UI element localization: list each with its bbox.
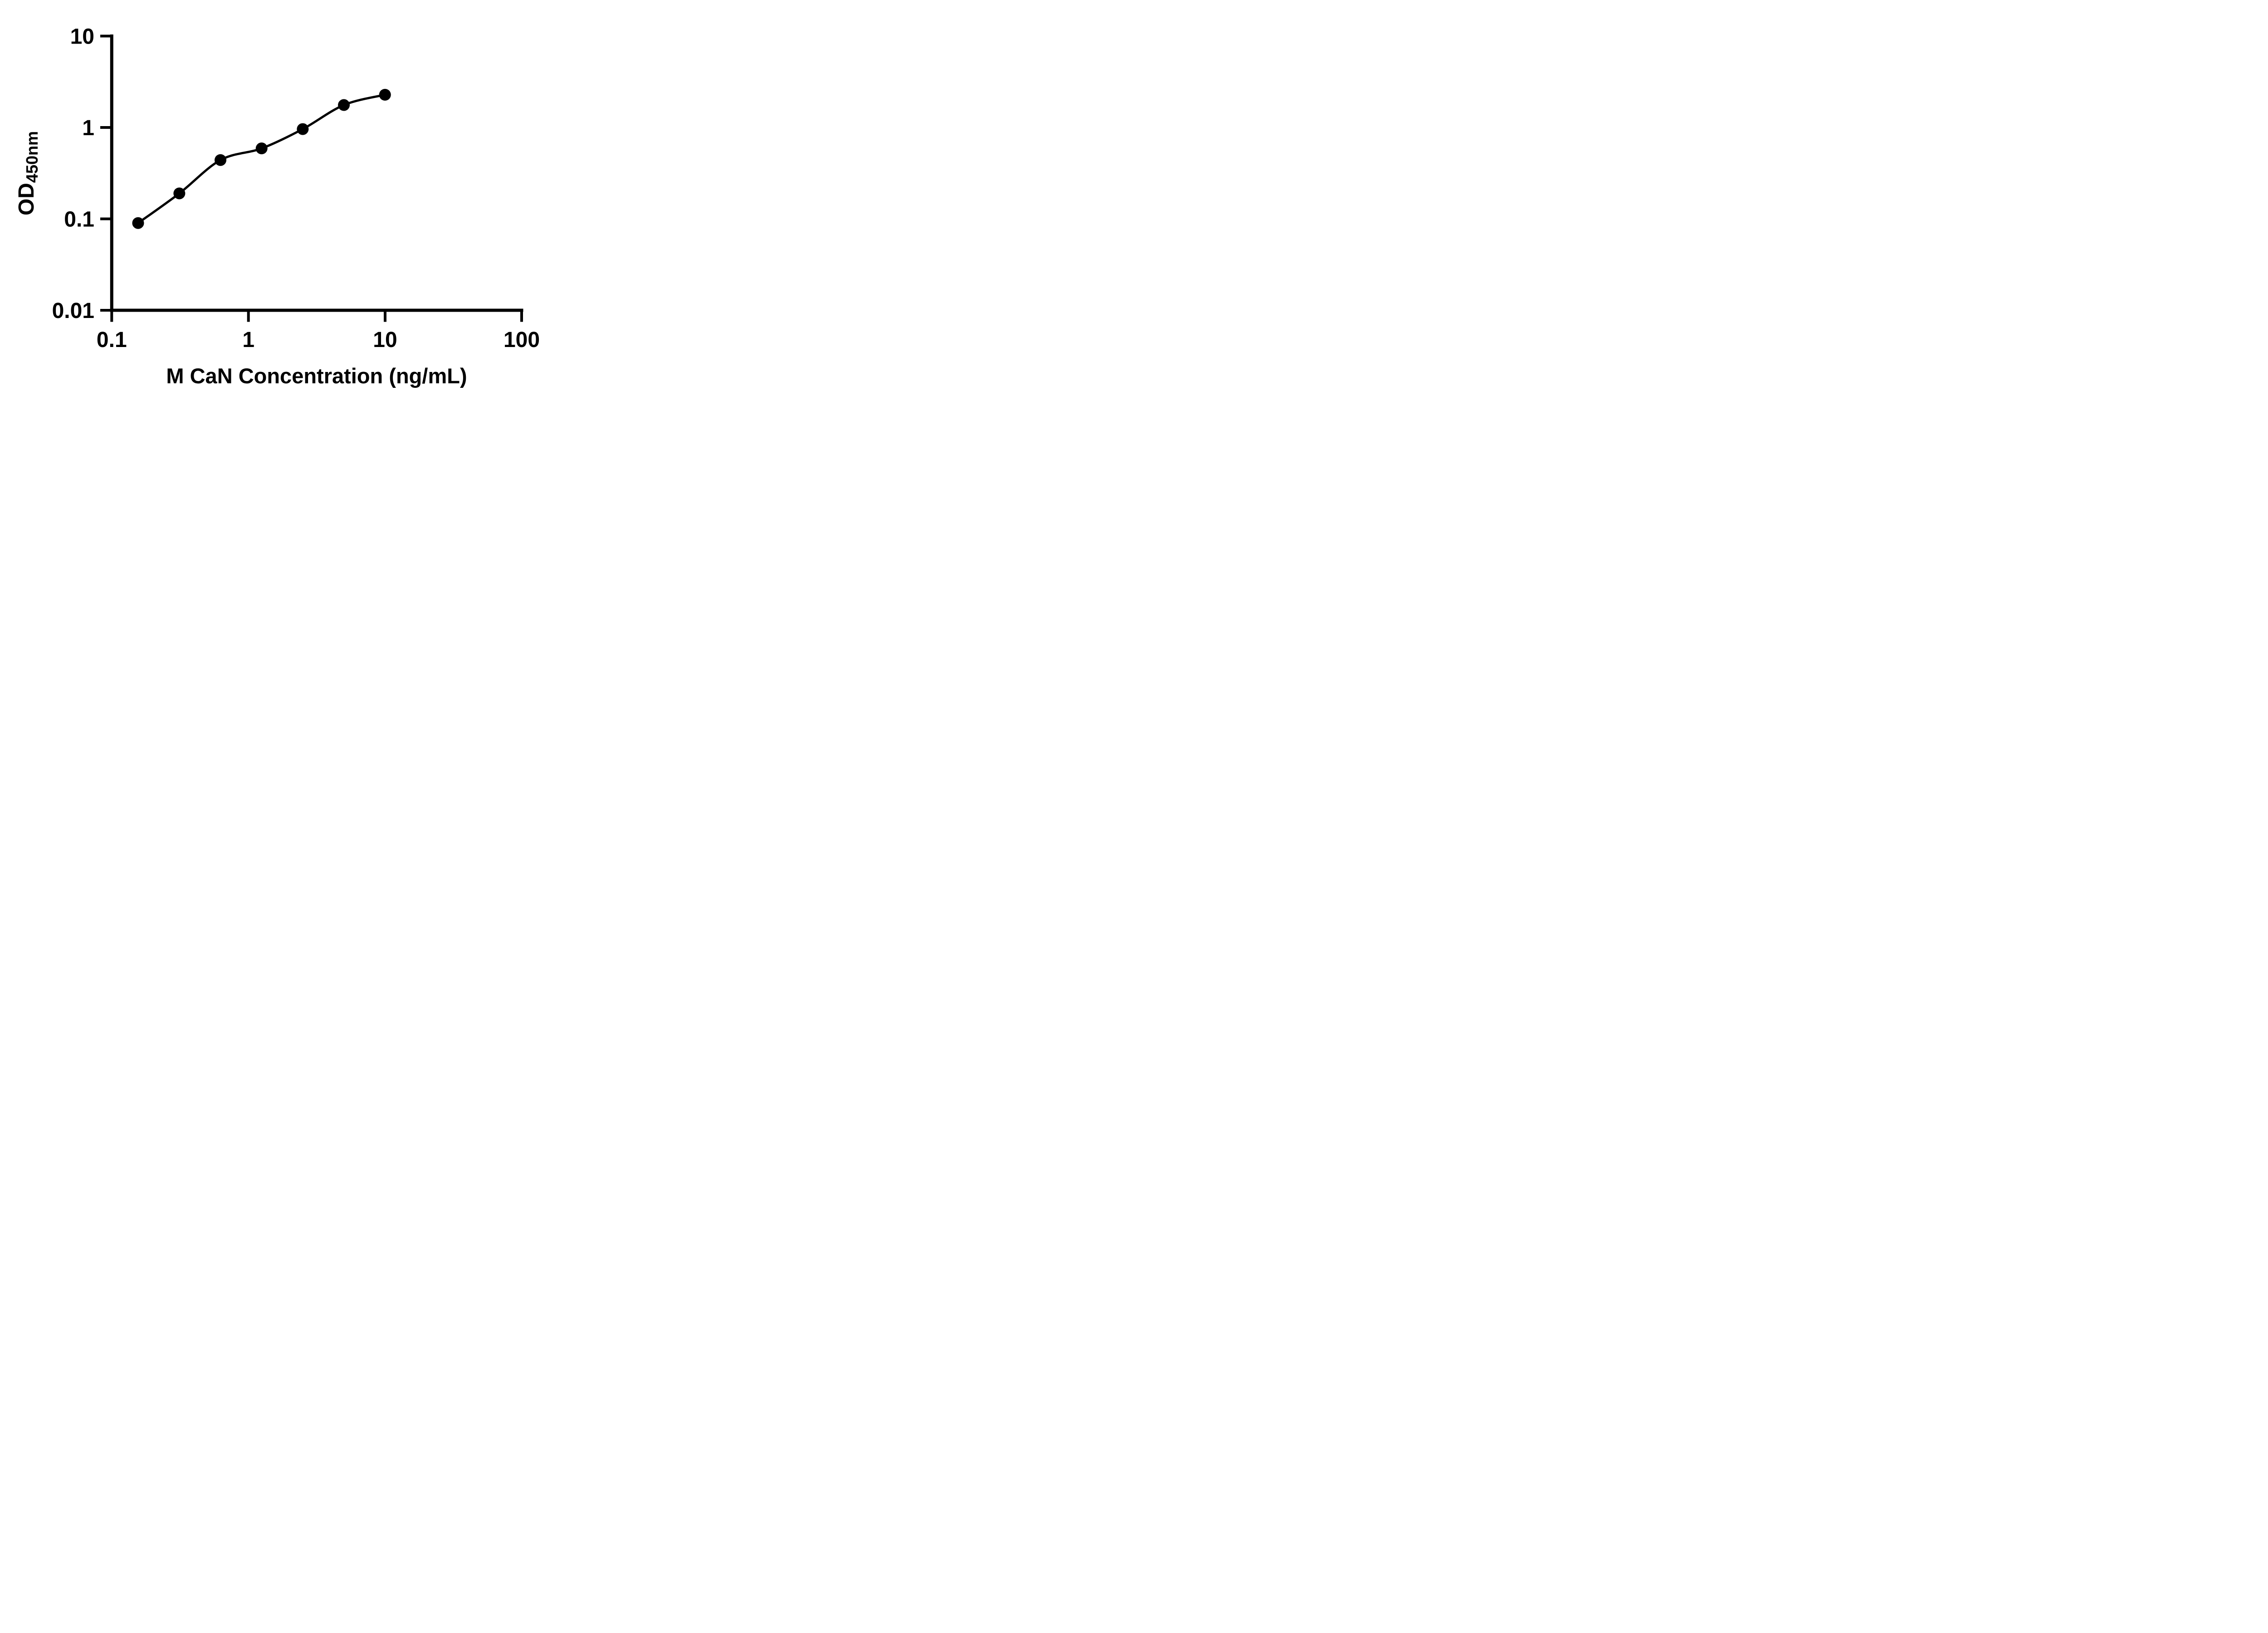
data-series bbox=[132, 88, 391, 229]
plot-svg: 10 1 0.1 0.01 0.1 1 10 100 M CaN Concent… bbox=[15, 24, 540, 388]
y-axis-title-main: OD bbox=[15, 183, 39, 215]
y-tick-label-0.01: 0.01 bbox=[52, 299, 94, 323]
data-point bbox=[379, 88, 391, 101]
y-tick-label-0.1: 0.1 bbox=[64, 207, 94, 231]
data-point bbox=[132, 217, 144, 229]
x-tick-label-0.1: 0.1 bbox=[97, 328, 127, 352]
y-tick-label-10: 10 bbox=[70, 24, 94, 49]
fitted-curve bbox=[137, 93, 386, 224]
x-tick-label-1: 1 bbox=[242, 328, 254, 352]
y-tick-label-1: 1 bbox=[82, 116, 94, 140]
data-point bbox=[255, 142, 268, 155]
elisa-standard-curve-figure: 10 1 0.1 0.01 0.1 1 10 100 M CaN Concent… bbox=[0, 0, 583, 408]
x-tick-labels: 0.1 1 10 100 bbox=[97, 328, 540, 352]
y-axis-title-subscript: 450nm bbox=[23, 131, 41, 183]
data-point bbox=[215, 154, 227, 166]
data-point bbox=[173, 187, 186, 200]
data-point bbox=[338, 99, 350, 111]
x-tick-label-100: 100 bbox=[503, 328, 540, 352]
y-axis-title: OD450nm bbox=[15, 131, 41, 215]
axes bbox=[100, 34, 523, 322]
x-tick-label-10: 10 bbox=[373, 328, 397, 352]
y-tick-labels: 10 1 0.1 0.01 bbox=[52, 24, 94, 323]
data-point bbox=[297, 123, 309, 135]
x-axis-title: M CaN Concentration (ng/mL) bbox=[166, 364, 467, 388]
